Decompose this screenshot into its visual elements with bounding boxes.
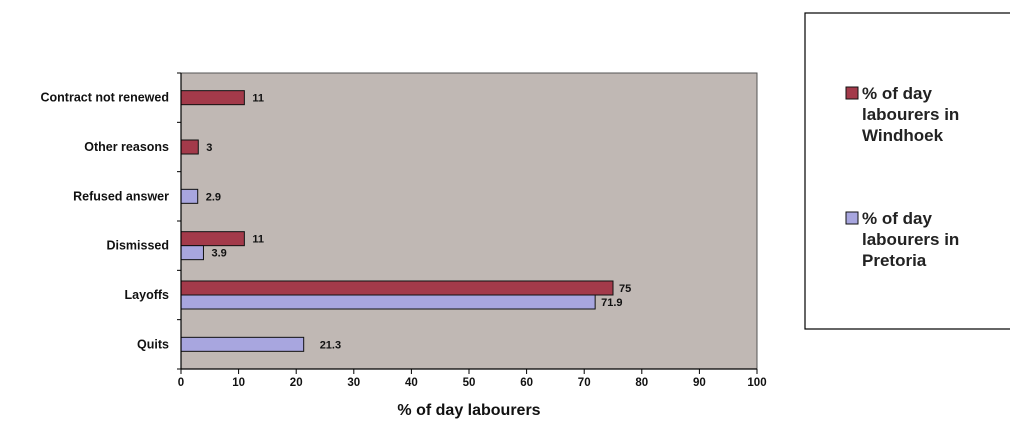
legend-label: labourers in: [862, 230, 959, 249]
legend-label: labourers in: [862, 105, 959, 124]
category-labels: Contract not renewed Other reasons Refused…: [41, 91, 170, 352]
legend-label: Pretoria: [862, 251, 927, 270]
legend-label: % of day: [862, 84, 932, 103]
bar-pretoria: [180, 336, 305, 352]
legend-swatch: [845, 86, 859, 100]
x-tick-label: 80: [635, 377, 648, 389]
x-tick-label: 10: [232, 377, 245, 389]
bar-windhoek: [180, 139, 199, 155]
data-label: 75: [619, 283, 631, 295]
plot-area: [180, 72, 758, 370]
data-label: 71.9: [601, 297, 622, 309]
x-tick-label: 70: [578, 377, 591, 389]
bar-windhoek: [180, 231, 245, 247]
category-label: Contract not renewed: [41, 91, 170, 105]
data-label: 3.9: [211, 248, 226, 260]
x-tick-label: 90: [693, 377, 706, 389]
bar-windhoek: [180, 90, 245, 106]
x-axis-title: % of day labourers: [397, 402, 540, 419]
category-label: Refused answer: [73, 189, 169, 203]
data-label: 21.3: [320, 339, 341, 351]
category-label: Other reasons: [84, 140, 169, 154]
bar-pretoria: [180, 188, 199, 204]
data-label: 2.9: [206, 191, 221, 203]
data-label: 11: [252, 234, 264, 246]
x-tick-label: 20: [290, 377, 303, 389]
x-tick-label: 50: [463, 377, 476, 389]
data-label: 11: [252, 93, 264, 105]
x-tick-label: 40: [405, 377, 418, 389]
category-label: Quits: [137, 337, 169, 351]
bar-pretoria: [180, 245, 204, 261]
x-axis: 0 10 20 30 40 50 60 70 80 90 100: [178, 368, 767, 389]
legend: % of day labourers in Windhoek % of day labo…: [804, 12, 1010, 330]
x-tick-label: 0: [178, 377, 184, 389]
legend-label: % of day: [862, 209, 932, 228]
category-label: Dismissed: [106, 239, 169, 253]
data-label: 3: [206, 142, 212, 154]
x-tick-label: 60: [520, 377, 533, 389]
x-tick-label: 30: [347, 377, 360, 389]
legend-box: [804, 12, 1010, 330]
bar-pretoria: [180, 294, 596, 310]
category-label: Layoffs: [125, 288, 170, 302]
bar-windhoek: [180, 280, 614, 296]
legend-swatch: [845, 211, 859, 225]
x-tick-label: 100: [747, 377, 766, 389]
y-axis: [177, 72, 182, 370]
bars-group: 11 3 2.9 11 3.9 75 71.9 21.3: [180, 90, 631, 352]
legend-label: Windhoek: [862, 126, 944, 145]
